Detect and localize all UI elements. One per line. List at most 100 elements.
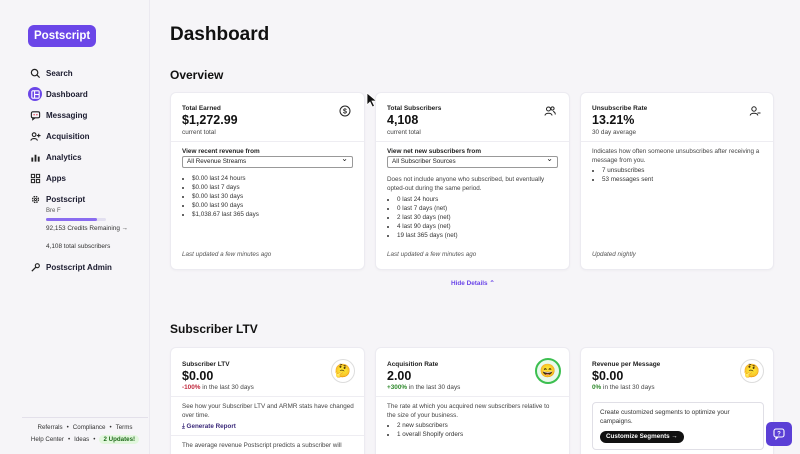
help-center-link[interactable]: Help Center xyxy=(30,436,64,443)
sidebar-item-search[interactable]: Search xyxy=(28,66,144,80)
messaging-icon xyxy=(28,108,42,122)
sidebar-item-postscript-admin[interactable]: Postscript Admin xyxy=(28,260,144,274)
credits-progress-fill xyxy=(46,218,97,221)
generate-report-button[interactable]: ⤓ Generate Report xyxy=(182,423,236,431)
list-item: 2 last 30 days (net) xyxy=(397,214,458,223)
acquisition-rate-change: +300% in the last 30 days xyxy=(387,384,460,391)
hide-details-toggle[interactable]: Hide Details ⌃ xyxy=(451,280,495,287)
unsubscribe-rate-sub: 30 day average xyxy=(592,129,637,136)
customize-segments-button[interactable]: Customize Segments → xyxy=(600,431,684,443)
subscribers-select-label: View net new subscribers from xyxy=(387,148,481,155)
list-item: 19 last 365 days (net) xyxy=(397,232,458,241)
sidebar-item-messaging[interactable]: Messaging xyxy=(28,108,144,122)
ideas-link[interactable]: Ideas xyxy=(74,436,90,443)
terms-link[interactable]: Terms xyxy=(115,424,133,431)
mouse-cursor-icon xyxy=(366,92,378,108)
updated-nightly-text: Updated nightly xyxy=(592,251,636,258)
users-icon xyxy=(544,106,556,116)
sidebar-item-analytics[interactable]: Analytics xyxy=(28,150,144,164)
dollar-icon: $ xyxy=(339,105,351,117)
list-item: $0.00 last 24 hours xyxy=(192,175,259,184)
unsubscribe-list: 7 unsubscribes 53 messages sent xyxy=(596,167,653,185)
acquisition-list: 2 new subscribers 1 overall Shopify orde… xyxy=(391,422,463,440)
total-earned-label: Total Earned xyxy=(182,105,221,112)
sidebar-footer: Referrals • Compliance • Terms Help Cent… xyxy=(22,417,148,448)
total-subscribers-value: 4,108 xyxy=(387,113,419,127)
subscribers-description: Does not include anyone who subscribed, … xyxy=(387,176,545,192)
separator-dot: • xyxy=(67,436,71,443)
divider xyxy=(171,141,364,142)
revenue-per-message-value: $0.00 xyxy=(592,369,624,383)
subscriber-ltv-description: See how your Subscriber LTV and ARMR sta… xyxy=(182,403,354,419)
unsubscribe-description: Indicates how often someone unsubscribes… xyxy=(592,148,760,164)
list-item: 2 new subscribers xyxy=(397,422,463,431)
sidebar-item-label: Postscript Admin xyxy=(46,262,112,272)
divider xyxy=(171,435,364,436)
list-item: 1 overall Shopify orders xyxy=(397,431,463,440)
subscriber-source-select[interactable]: All Subscriber Sources xyxy=(387,154,558,168)
change-period: in the last 30 days xyxy=(601,384,655,391)
sidebar-item-label: Messaging xyxy=(46,110,88,120)
sidebar-item-label: Apps xyxy=(46,173,66,183)
thinking-face-icon: 🤔 xyxy=(740,359,764,383)
divider xyxy=(376,141,569,142)
subscriber-ltv-value: $0.00 xyxy=(182,369,214,383)
sidebar-item-label: Analytics xyxy=(46,152,82,162)
list-item: $0.00 last 30 days xyxy=(192,193,259,202)
total-subscribers-label: Total Subscribers xyxy=(387,105,442,112)
subscribers-list: 0 last 24 hours 0 last 7 days (net) 2 la… xyxy=(391,196,458,240)
svg-text:$: $ xyxy=(343,109,347,116)
help-button[interactable]: ? xyxy=(766,422,792,446)
account-name: Bre F xyxy=(46,208,61,214)
total-subscribers-sub: current total xyxy=(387,129,421,136)
overview-section-title: Overview xyxy=(170,68,224,82)
list-item: $1,038.67 last 365 days xyxy=(192,211,259,220)
revenue-select-label: View recent revenue from xyxy=(182,148,260,155)
compliance-link[interactable]: Compliance xyxy=(72,424,106,431)
credits-remaining-link[interactable]: 92,153 Credits Remaining → xyxy=(46,225,129,232)
apps-icon xyxy=(28,171,42,185)
sidebar-item-apps[interactable]: Apps xyxy=(28,171,144,185)
sidebar-item-dashboard[interactable]: Dashboard xyxy=(28,87,144,101)
subscriber-ltv-label: Subscriber LTV xyxy=(182,361,230,368)
total-subscribers-text: 4,108 total subscribers xyxy=(46,243,111,250)
sidebar-item-acquisition[interactable]: Acquisition xyxy=(28,129,144,143)
updates-badge[interactable]: 2 Updates! xyxy=(99,435,140,444)
search-icon xyxy=(28,66,42,80)
list-item: 4 last 90 days (net) xyxy=(397,223,458,232)
unsubscribe-rate-label: Unsubscribe Rate xyxy=(592,105,648,112)
total-earned-sub: current total xyxy=(182,129,216,136)
acquisition-icon xyxy=(28,129,42,143)
generate-report-label: Generate Report xyxy=(186,423,236,430)
change-period: in the last 30 days xyxy=(200,384,254,391)
change-percent: -100% xyxy=(182,384,201,391)
revenue-per-message-change: 0% in the last 30 days xyxy=(592,384,655,391)
subscriber-ltv-section-title: Subscriber LTV xyxy=(170,322,258,336)
separator-dot: • xyxy=(93,436,96,443)
list-item: 7 unsubscribes xyxy=(602,167,653,176)
svg-text:?: ? xyxy=(777,431,781,437)
revenue-stream-select[interactable]: All Revenue Streams xyxy=(182,154,353,168)
change-period: in the last 30 days xyxy=(407,384,461,391)
last-updated-text: Last updated a few minutes ago xyxy=(387,251,477,258)
referrals-link[interactable]: Referrals xyxy=(37,424,63,431)
list-item: 0 last 7 days (net) xyxy=(397,205,458,214)
postscript-logo[interactable]: Postscript xyxy=(28,25,97,47)
acquisition-rate-value: 2.00 xyxy=(387,369,412,383)
sidebar: Postscript Search Dashboard Messaging Ac… xyxy=(0,0,150,454)
sidebar-item-postscript[interactable]: Postscript xyxy=(28,192,144,206)
list-item: $0.00 last 90 days xyxy=(192,202,259,211)
change-percent: +300% xyxy=(387,384,408,391)
page-title: Dashboard xyxy=(170,24,270,45)
change-percent: 0% xyxy=(592,384,602,391)
total-subscribers-card: Total Subscribers 4,108 current total Vi… xyxy=(375,92,570,270)
subscriber-ltv-change: -100% in the last 30 days xyxy=(182,384,254,391)
list-item: 0 last 24 hours xyxy=(397,196,458,205)
divider xyxy=(581,141,773,142)
dashboard-icon xyxy=(28,87,42,101)
download-icon: ⤓ xyxy=(182,423,187,430)
sidebar-nav: Search Dashboard Messaging Acquisition A… xyxy=(28,66,144,281)
grinning-face-icon: 😄 xyxy=(535,358,561,384)
subscriber-ltv-card: Subscriber LTV $0.00 -100% in the last 3… xyxy=(170,347,365,454)
segments-description: Create customized segments to optimize y… xyxy=(600,409,730,425)
